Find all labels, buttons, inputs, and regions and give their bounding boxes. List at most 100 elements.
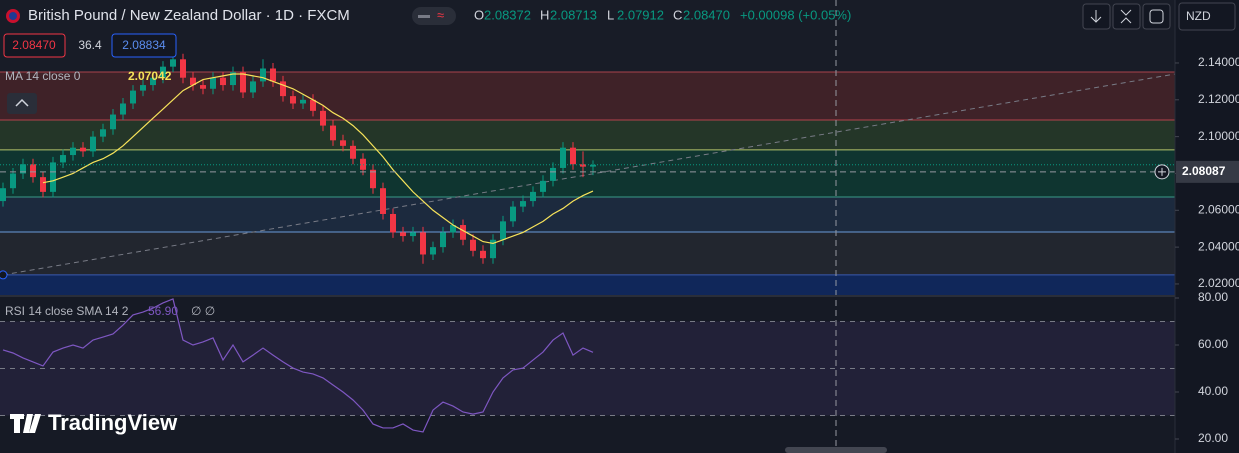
candle-body xyxy=(500,221,506,240)
toggle[interactable] xyxy=(412,7,456,25)
ohlc-value: 2.08470 xyxy=(683,7,730,22)
ohlc-key: O xyxy=(474,7,484,22)
rsi-legend-extra: ∅ ∅ xyxy=(191,304,215,318)
candle-body xyxy=(10,173,16,189)
candle-body xyxy=(270,68,276,82)
sell-price: 2.08470 xyxy=(12,38,56,52)
y-tick-label: 2.06000 xyxy=(1198,202,1239,216)
fullscreen-icon xyxy=(1149,9,1164,24)
candle-body xyxy=(420,232,426,255)
candle-body xyxy=(280,81,286,97)
candle-body xyxy=(230,72,236,86)
ohlc-key: C xyxy=(673,7,682,22)
rsi-line xyxy=(2,298,594,433)
buy-box[interactable] xyxy=(111,33,177,58)
candle-body xyxy=(510,206,516,222)
candle-body xyxy=(20,164,26,174)
candle-body xyxy=(140,85,146,91)
trend-anchor xyxy=(0,270,8,280)
collapse-button[interactable] xyxy=(7,93,37,114)
ma-legend-value: 2.07042 xyxy=(128,69,172,83)
ohlc-key: L xyxy=(607,7,614,22)
crosshair-label: 2.08087 xyxy=(1182,164,1226,178)
candle-body xyxy=(570,147,576,165)
candle-body xyxy=(490,239,496,259)
candle-body xyxy=(290,96,296,104)
y-tick-label: 60.00 xyxy=(1198,337,1228,351)
symbol-title: British Pound / New Zealand Dollar · 1D … xyxy=(28,7,350,24)
candle-body xyxy=(0,188,6,202)
toggle-icon xyxy=(418,15,430,18)
zone xyxy=(0,274,1175,295)
y-tick-label: 2.10000 xyxy=(1198,129,1239,143)
candle-body xyxy=(580,164,586,167)
ma-line xyxy=(42,73,594,245)
fullscreen-button[interactable] xyxy=(1142,3,1171,30)
zone xyxy=(0,149,1175,198)
candle-body xyxy=(90,136,96,152)
plot-layer xyxy=(0,0,1176,453)
collapse-icon xyxy=(1120,9,1132,24)
sell-box[interactable] xyxy=(3,33,66,58)
candle-body xyxy=(150,77,156,86)
candle-body xyxy=(590,164,596,167)
rsi-band xyxy=(0,321,1175,416)
candle-body xyxy=(380,188,386,214)
candle-body xyxy=(350,145,356,159)
candle-body xyxy=(170,59,176,67)
collapse-button[interactable] xyxy=(1112,3,1141,30)
price-axis-bg xyxy=(1175,0,1239,453)
collapse-icon xyxy=(15,98,29,107)
candle-body xyxy=(410,232,416,237)
logo-mark xyxy=(10,414,41,433)
candle-body xyxy=(320,110,326,126)
candle-body xyxy=(130,90,136,104)
candle-body xyxy=(220,77,226,86)
scrollbar[interactable] xyxy=(785,447,887,453)
background-layer xyxy=(0,71,1175,416)
y-tick-label: 2.02000 xyxy=(1198,276,1239,290)
candle-body xyxy=(310,99,316,111)
ohlc-value: 2.08372 xyxy=(484,7,531,22)
candle-body xyxy=(370,169,376,189)
y-tick-label: 2.12000 xyxy=(1198,92,1239,106)
candle-body xyxy=(340,140,346,146)
trend-line xyxy=(2,73,1176,276)
candle-body xyxy=(520,201,526,207)
candle-body xyxy=(480,250,486,259)
candle-body xyxy=(190,77,196,86)
candle-body xyxy=(30,164,36,178)
candle-body xyxy=(470,239,476,251)
candle-body xyxy=(330,125,336,141)
candle-body xyxy=(530,191,536,202)
candle-body xyxy=(430,247,436,255)
currency-button[interactable] xyxy=(1178,2,1236,31)
change: +0.00098 (+0.05%) xyxy=(740,7,851,22)
zone xyxy=(0,197,1175,233)
candle-body xyxy=(110,114,116,130)
candle-body xyxy=(250,81,256,93)
candle-body xyxy=(210,77,216,89)
y-tick-label: 80.00 xyxy=(1198,290,1228,304)
zone xyxy=(0,232,1175,275)
candle-body xyxy=(240,72,246,93)
spread: 36.4 xyxy=(78,38,102,52)
ohlc-key: H xyxy=(540,7,549,22)
y-tick-label: 2.04000 xyxy=(1198,239,1239,253)
candle-body xyxy=(80,147,86,152)
currency: NZD xyxy=(1186,9,1211,23)
flag-icon xyxy=(9,12,17,20)
candle-body xyxy=(400,232,406,237)
candle-body xyxy=(40,177,46,192)
candle-body xyxy=(460,225,466,240)
candle-body xyxy=(260,68,266,82)
toggle-icon: ≈ xyxy=(437,7,444,22)
y-tick-label: 2.14000 xyxy=(1198,55,1239,69)
candle-body xyxy=(450,225,456,233)
rsi-legend-value: 56.90 xyxy=(148,304,178,318)
down-icon xyxy=(1090,10,1102,23)
ohlc-value: 2.08713 xyxy=(550,7,597,22)
candle-body xyxy=(550,167,556,181)
